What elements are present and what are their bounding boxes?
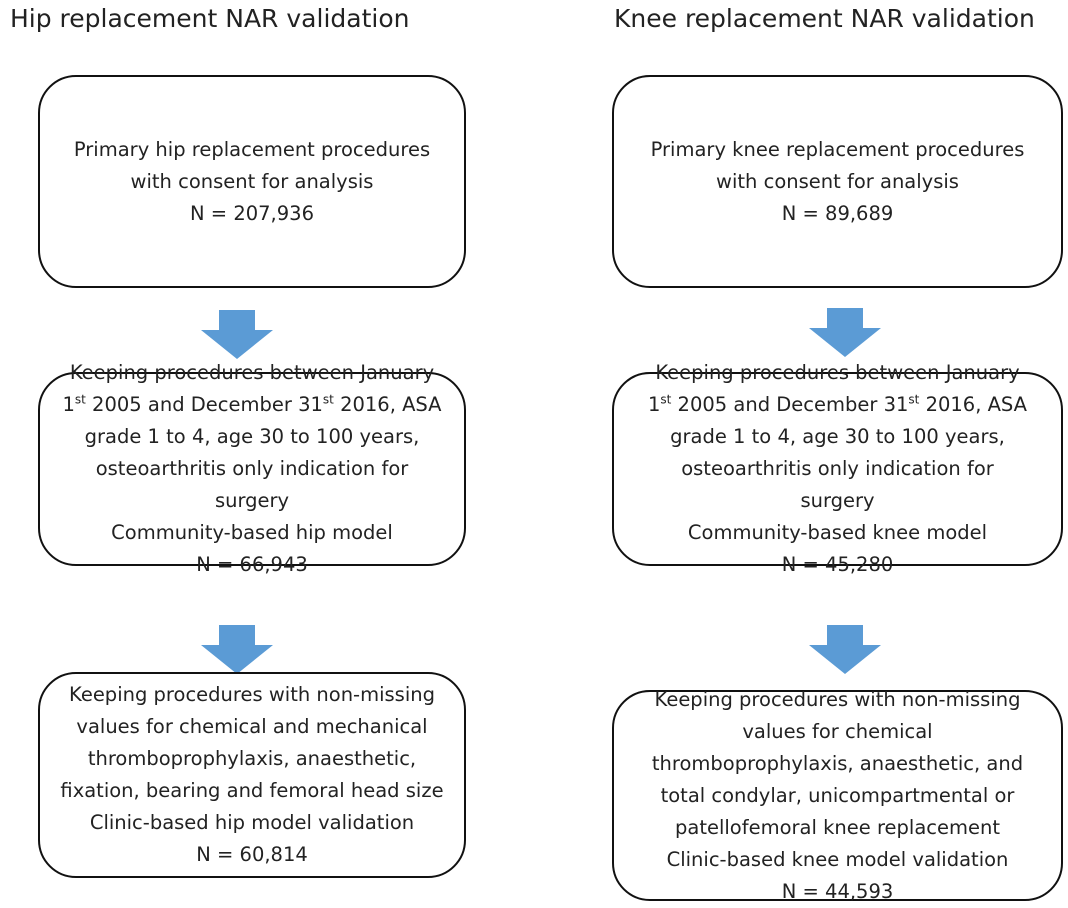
text-segment: 2016, ASA xyxy=(333,393,442,416)
box-line: surgery xyxy=(800,489,875,512)
box-line: Keeping procedures with non-missing xyxy=(654,687,1021,711)
box-line: grade 1 to 4, age 30 to 100 years, xyxy=(84,425,420,448)
down-arrow xyxy=(809,308,881,357)
box-line: surgery xyxy=(214,489,290,512)
box-line: Community-based knee model xyxy=(687,521,988,544)
box-line: Clinic-based hip model validation xyxy=(89,811,415,834)
box-line: N = 60,814 xyxy=(196,843,308,866)
down-arrow xyxy=(809,625,881,674)
box-line: 1st 2005 and December 31st 2016, ASA xyxy=(648,389,1027,421)
down-arrow xyxy=(201,625,273,674)
flow-box: Primary hip replacement procedures with c… xyxy=(38,75,466,288)
flow-box: Keeping procedures with non-missing value… xyxy=(612,688,1063,903)
box-line: Clinic-based knee model validation xyxy=(666,847,1009,871)
superscript: st xyxy=(74,392,86,407)
box-line: fixation, bearing and femoral head size xyxy=(60,779,444,802)
box-line: Keeping procedures with non-missing xyxy=(69,683,435,706)
text-segment: 2005 and December 31 xyxy=(671,393,909,416)
box-line: Primary knee replacement procedures xyxy=(650,137,1025,161)
box-line: N = 66,943 xyxy=(196,553,308,576)
column-title: Hip replacement NAR validation xyxy=(10,4,410,33)
box-line: with consent for analysis xyxy=(716,169,959,193)
box-line: grade 1 to 4, age 30 to 100 years, xyxy=(670,425,1005,448)
box-line: thromboprophylaxis, anaesthetic, xyxy=(87,747,417,770)
text-segment: 2016, ASA xyxy=(919,393,1028,416)
superscript: st xyxy=(322,392,334,407)
column-title: Knee replacement NAR validation xyxy=(614,4,1035,33)
box-line: N = 44,593 xyxy=(781,879,894,903)
box-line: N = 45,280 xyxy=(781,553,894,576)
box-line: 1st 2005 and December 31st 2016, ASA xyxy=(62,389,441,421)
box-line: Keeping procedures between January xyxy=(69,361,435,384)
box-line: total condylar, unicompartmental or xyxy=(660,783,1015,807)
box-line: with consent for analysis xyxy=(130,169,374,193)
box-line: osteoarthritis only indication for xyxy=(681,457,994,480)
text-segment: 1 xyxy=(62,393,75,416)
down-arrow xyxy=(201,310,273,359)
box-line: osteoarthritis only indication for xyxy=(95,457,409,480)
superscript: st xyxy=(660,392,672,407)
superscript: st xyxy=(908,392,920,407)
box-line: N = 89,689 xyxy=(781,201,894,225)
box-line: Keeping procedures between January xyxy=(655,361,1020,384)
box-line: Community-based hip model xyxy=(111,521,393,544)
text-segment: 2005 and December 31 xyxy=(85,393,323,416)
box-line: patellofemoral knee replacement xyxy=(675,815,1000,839)
box-line: values for chemical xyxy=(742,719,933,743)
flow-box: Keeping procedures between January 1st 20… xyxy=(612,361,1063,576)
flow-box: Keeping procedures with non-missing value… xyxy=(38,672,466,878)
box-line: thromboprophylaxis, anaesthetic, and xyxy=(651,751,1024,775)
box-line: values for chemical and mechanical xyxy=(76,715,428,738)
flow-box: Primary knee replacement procedures with … xyxy=(612,75,1063,288)
flow-box: Keeping procedures between January 1st 20… xyxy=(38,361,466,576)
box-line: Primary hip replacement procedures xyxy=(73,137,431,161)
text-segment: 1 xyxy=(647,393,661,416)
box-line: N = 207,936 xyxy=(190,201,314,225)
